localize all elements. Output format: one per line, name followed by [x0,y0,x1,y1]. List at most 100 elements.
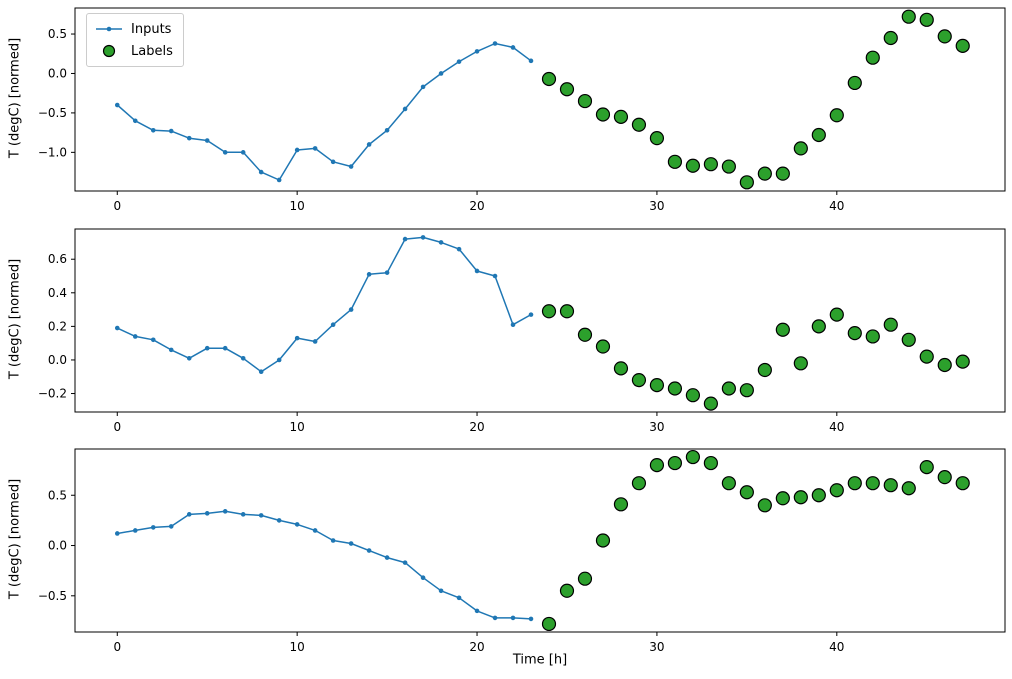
labels-marker [757,498,772,513]
labels-marker [685,449,701,465]
inputs-marker [384,555,390,560]
labels-marker [829,483,844,498]
inputs-marker [168,524,174,529]
labels-marker [577,571,593,586]
labels-marker [703,396,718,411]
labels-marker [721,381,736,396]
inputs-marker [420,84,426,90]
inputs-marker [474,608,480,614]
inputs-marker [384,127,390,133]
labels-marker [937,470,952,485]
inputs-marker [492,273,498,279]
labels-marker [847,325,862,341]
y-tick-label: −0.2 [38,387,67,401]
subplot-1: 0 10 20 30 40 0.5 0.0 −0.5 −1.0 [38,7,1006,213]
x-tick-label: 10 [290,420,305,434]
labels-marker [721,159,736,174]
inputs-marker [186,355,192,361]
labels-marker [757,166,772,181]
labels-marker [829,307,844,322]
labels-marker [865,329,880,344]
x-tick-label: 30 [649,420,664,434]
labels-marker [613,361,629,376]
labels-marker [793,141,808,156]
axes-frame [74,228,1006,413]
inputs-marker [132,334,138,339]
inputs-marker [312,528,318,533]
inputs-marker [456,595,462,601]
labels-marker [883,478,898,493]
inputs-line [116,42,532,181]
labels-marker [847,476,862,491]
inputs-marker [348,307,354,312]
x-axis-label: Time [h] [512,652,568,668]
x-tick-label: 0 [113,420,121,434]
labels-marker [901,9,916,24]
inputs-marker [528,312,534,317]
labels-marker [775,322,790,337]
inputs-marker [366,142,372,147]
labels-marker [631,373,647,388]
labels-marker [685,388,701,403]
inputs-marker [258,369,264,375]
legend-item-inputs: Inputs [94,18,173,40]
inputs-marker [456,59,462,64]
inputs-marker [132,118,138,124]
inputs-marker [186,512,192,517]
inputs-marker [240,355,246,361]
inputs-marker [276,177,282,183]
inputs-marker [312,339,318,344]
labels-marker [919,12,934,27]
inputs-marker [294,147,300,153]
inputs-marker [258,513,264,518]
inputs-marker [114,102,120,108]
labels-marker [559,583,575,598]
inputs-marker [348,541,354,546]
labels-marker [559,304,575,319]
labels-marker [595,339,611,354]
y-tick-label: 0.0 [48,66,67,80]
inputs-marker [222,150,228,155]
labels-marker [775,166,790,181]
y-tick-label: 0.0 [48,539,67,553]
legend: Inputs Labels [86,13,184,67]
inputs-marker [276,518,282,523]
inputs-marker [438,588,444,594]
legend-labels-marker [102,44,116,58]
y-axis-label-subplot-2: T (degC) [normed] [7,258,23,380]
y-tick-label: 0.2 [48,319,67,333]
labels-marker [595,107,611,122]
inputs-marker [222,345,228,351]
inputs-marker [204,511,210,516]
inputs-line-icon [96,26,122,32]
inputs-marker [510,322,516,327]
legend-item-labels: Labels [94,40,173,62]
x-tick-label: 20 [469,420,484,434]
x-tick-label: 20 [469,199,484,213]
inputs-marker [456,246,462,252]
inputs-marker [222,509,228,514]
y-tick-label: −0.5 [38,106,67,120]
inputs-marker [132,528,138,533]
labels-marker [919,349,934,364]
labels-marker [739,175,754,190]
y-tick-label: 0.4 [48,286,67,300]
inputs-marker [240,512,246,517]
labels-marker [829,108,844,123]
inputs-marker [492,615,498,621]
labels-marker [811,488,826,503]
labels-marker [559,82,575,97]
legend-label-inputs: Inputs [131,21,172,37]
inputs-marker [384,270,390,275]
labels-marker [577,93,593,109]
labels-marker [811,127,826,143]
labels-marker [613,109,629,124]
labels-marker [613,497,629,512]
y-tick-label: 0.5 [48,488,67,502]
inputs-marker [150,337,156,343]
inputs-marker [474,49,480,54]
labels-marker [667,154,683,169]
labels-marker [721,476,736,491]
labels-marker [757,362,772,378]
